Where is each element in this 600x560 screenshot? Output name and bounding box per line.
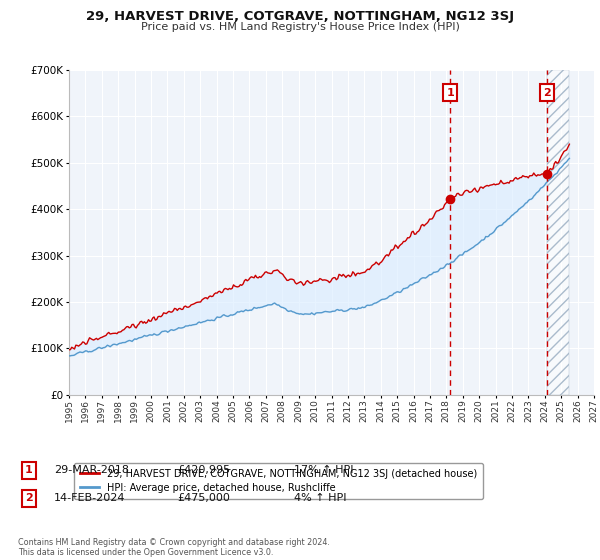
Text: £420,995: £420,995 (177, 465, 230, 475)
Text: 1: 1 (446, 88, 454, 98)
Text: 1: 1 (25, 465, 32, 475)
Text: 2: 2 (543, 88, 551, 98)
Text: 4% ↑ HPI: 4% ↑ HPI (294, 493, 347, 503)
Text: 2: 2 (25, 493, 32, 503)
Text: Contains HM Land Registry data © Crown copyright and database right 2024.
This d: Contains HM Land Registry data © Crown c… (18, 538, 330, 557)
Text: 29-MAR-2018: 29-MAR-2018 (54, 465, 129, 475)
Text: Price paid vs. HM Land Registry's House Price Index (HPI): Price paid vs. HM Land Registry's House … (140, 22, 460, 32)
Legend: 29, HARVEST DRIVE, COTGRAVE, NOTTINGHAM, NG12 3SJ (detached house), HPI: Average: 29, HARVEST DRIVE, COTGRAVE, NOTTINGHAM,… (74, 463, 483, 498)
Text: 14-FEB-2024: 14-FEB-2024 (54, 493, 125, 503)
Text: 17% ↑ HPI: 17% ↑ HPI (294, 465, 353, 475)
Text: £475,000: £475,000 (177, 493, 230, 503)
Text: 29, HARVEST DRIVE, COTGRAVE, NOTTINGHAM, NG12 3SJ: 29, HARVEST DRIVE, COTGRAVE, NOTTINGHAM,… (86, 10, 514, 23)
